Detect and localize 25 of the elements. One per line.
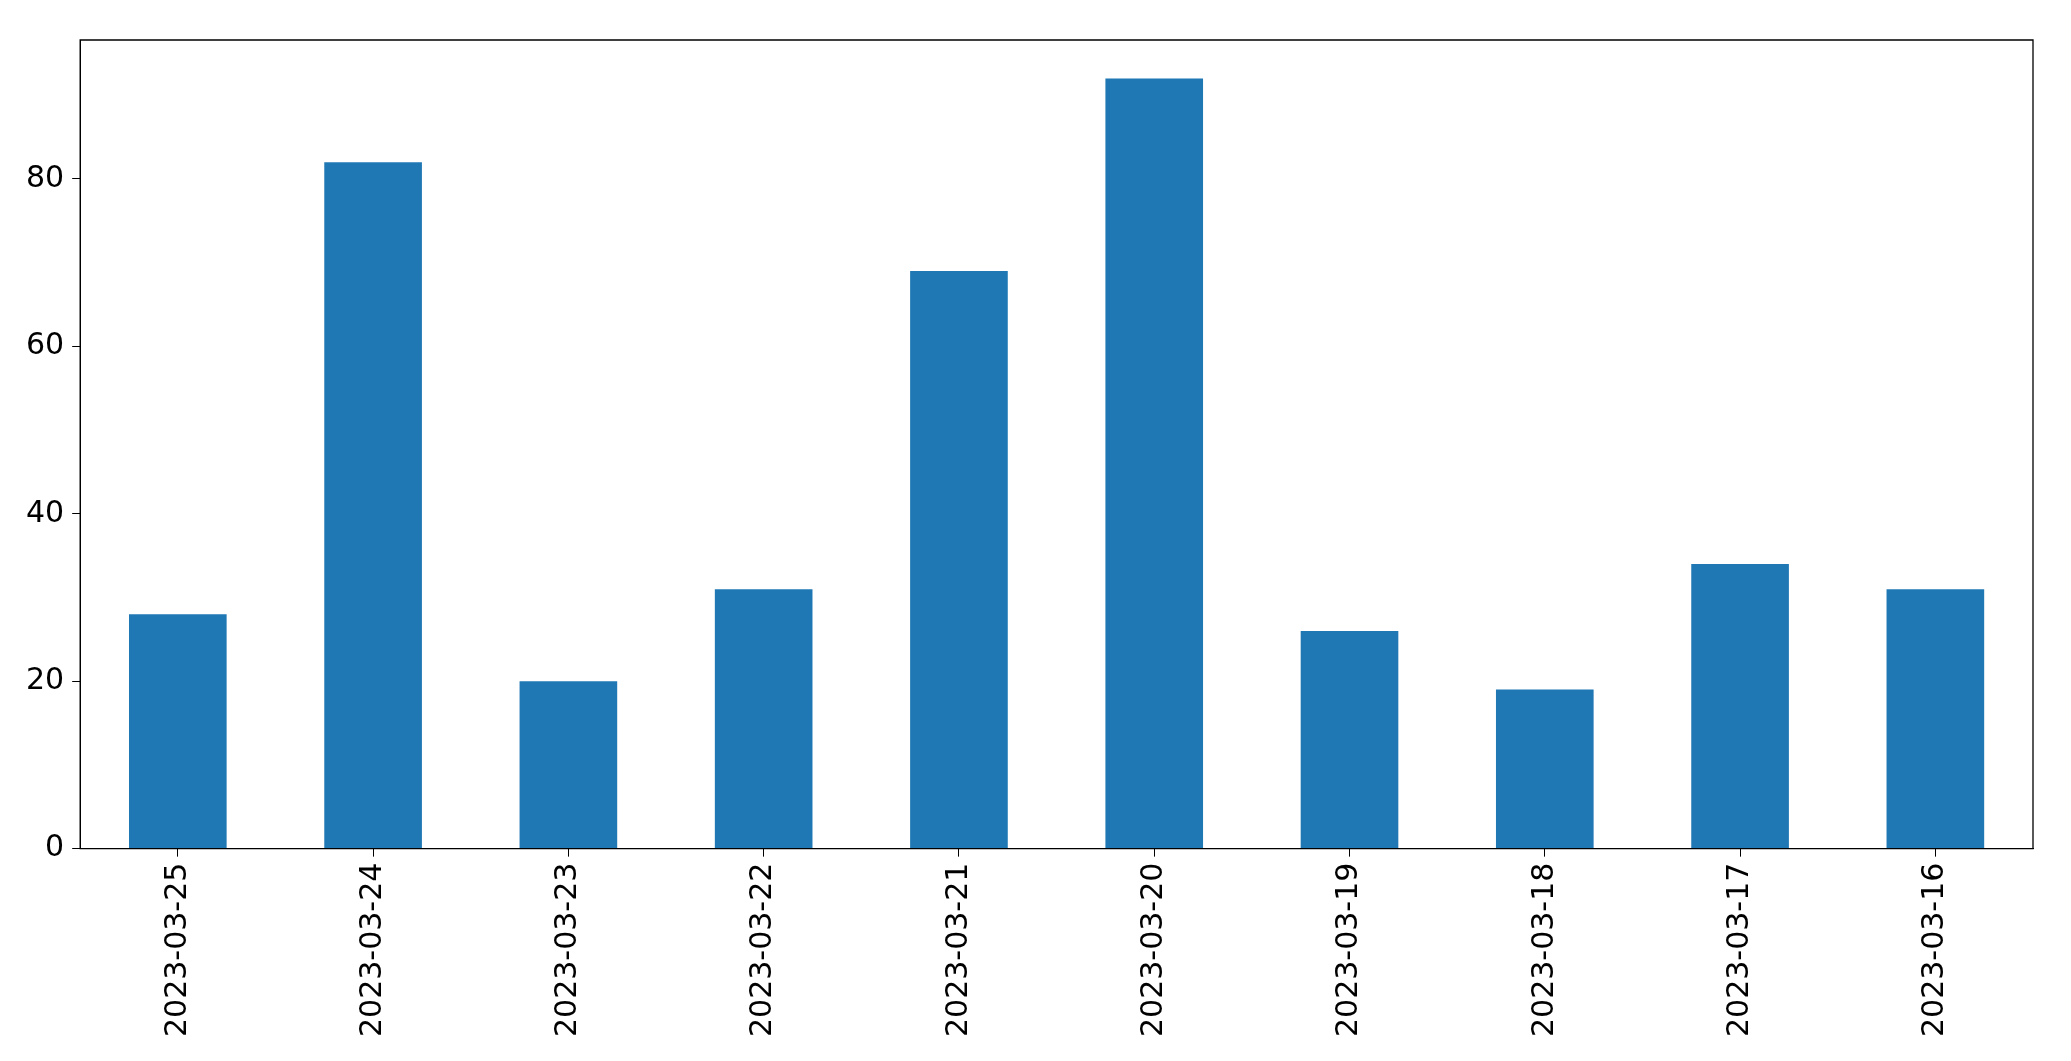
bar xyxy=(519,681,618,849)
bar xyxy=(714,589,813,849)
x-tick-label: 2023-03-19 xyxy=(1329,862,1365,1038)
y-tick-label: 20 xyxy=(25,661,65,697)
bar xyxy=(1691,564,1789,849)
bar xyxy=(1300,631,1399,849)
y-tick-label: 0 xyxy=(45,828,65,864)
y-tick-label: 80 xyxy=(25,158,65,194)
bar xyxy=(1886,589,1985,849)
y-tick-label: 60 xyxy=(25,326,65,362)
x-tick-label: 2023-03-20 xyxy=(1134,862,1170,1038)
x-tick-label: 2023-03-23 xyxy=(548,862,584,1038)
x-tick-label: 2023-03-17 xyxy=(1719,862,1755,1038)
bar xyxy=(128,614,227,849)
x-tick-label: 2023-03-16 xyxy=(1915,862,1951,1038)
x-tick-label: 2023-03-24 xyxy=(352,862,388,1038)
bar xyxy=(324,162,422,849)
x-tick-label: 2023-03-21 xyxy=(938,862,974,1038)
bar xyxy=(1105,78,1204,849)
bar xyxy=(1495,689,1594,849)
x-tick-label: 2023-03-25 xyxy=(157,862,193,1038)
x-tick-label: 2023-03-22 xyxy=(743,862,779,1038)
y-tick-label: 40 xyxy=(25,493,65,529)
bar xyxy=(910,271,1008,849)
x-tick-label: 2023-03-18 xyxy=(1524,862,1560,1038)
